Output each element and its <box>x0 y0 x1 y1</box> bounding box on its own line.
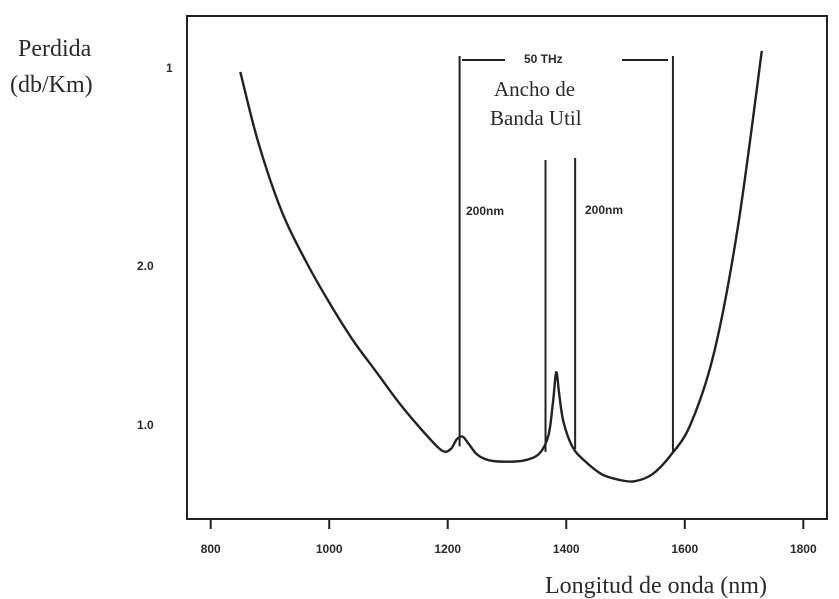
x-tick-label: 1800 <box>790 542 817 556</box>
useful-band-label-line2: Banda Util <box>490 106 582 130</box>
x-tick-label: 800 <box>201 542 221 556</box>
x-axis-ticks: 800 1000 1200 1400 1600 1800 <box>201 519 817 556</box>
x-tick-label: 1200 <box>434 542 461 556</box>
left-band-width-label: 200nm <box>466 204 504 218</box>
x-tick-label: 1000 <box>316 542 343 556</box>
y-tick-label: 1 <box>166 61 173 75</box>
y-axis-label-line2: (db/Km) <box>10 72 93 98</box>
bandwidth-label: 50 THz <box>524 52 563 66</box>
useful-band-label-line1: Ancho de <box>494 77 575 101</box>
right-band-width-label: 200nm <box>585 203 623 217</box>
x-tick-label: 1600 <box>671 542 698 556</box>
attenuation-curve <box>239 50 763 483</box>
x-axis-label: Longitud de onda (nm) <box>545 573 767 599</box>
band-marker-lines <box>458 56 674 452</box>
plot-frame <box>186 15 828 520</box>
x-tick-label: 1400 <box>553 542 580 556</box>
y-tick-label: 1.0 <box>137 418 154 432</box>
y-tick-label: 2.0 <box>137 259 154 273</box>
y-axis-label-line1: Perdida <box>18 36 92 62</box>
